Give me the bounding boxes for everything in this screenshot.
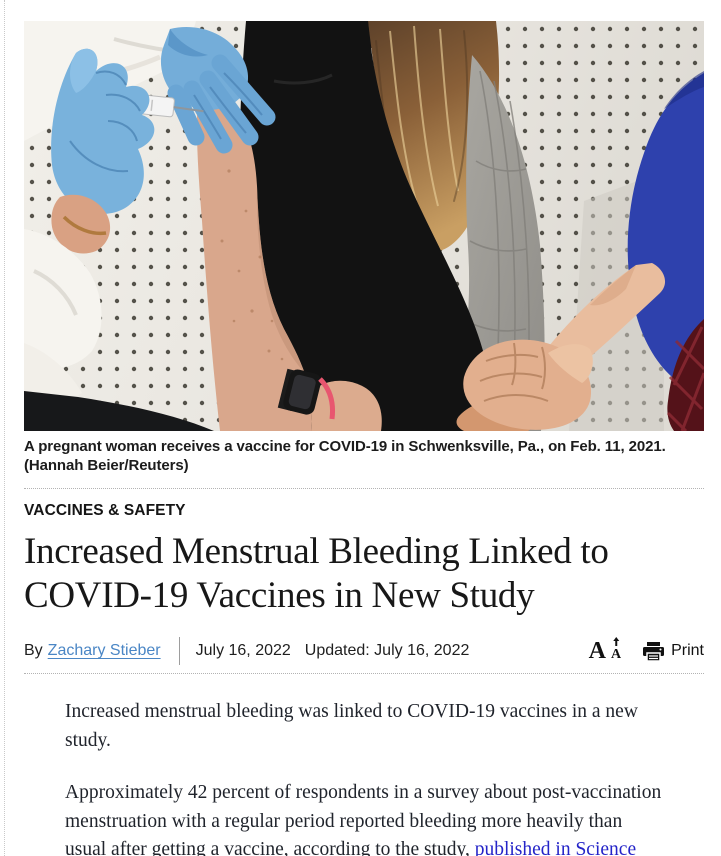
hero-photo-illustration — [24, 21, 704, 431]
body-paragraph: Increased menstrual bleeding was linked … — [65, 701, 638, 751]
text-size-large-icon: A — [588, 638, 606, 664]
category-link[interactable]: VACCINES & SAFETY — [24, 502, 186, 519]
publish-date: July 16, 2022 — [195, 642, 291, 659]
up-arrow-icon — [613, 637, 619, 646]
byline-separator — [178, 637, 180, 665]
print-button[interactable]: Print — [643, 641, 704, 661]
dotted-divider — [24, 673, 704, 674]
study-link[interactable]: published in Science Advances — [474, 839, 637, 856]
article-title: Increased Menstrual Bleeding Linked to C… — [24, 531, 609, 616]
photo-caption: A pregnant woman receives a vaccine for … — [24, 438, 666, 474]
text-size-small-icon: A — [611, 637, 621, 662]
text-size-button[interactable]: A A — [588, 637, 621, 664]
dotted-divider — [24, 488, 704, 489]
page-left-dotted-border — [4, 0, 5, 856]
updated-date: Updated: July 16, 2022 — [304, 642, 470, 659]
hero-photo — [24, 21, 704, 431]
author-link[interactable]: Zachary Stieber — [47, 642, 161, 659]
print-label: Print — [671, 642, 704, 659]
body-paragraph: Approximately 42 percent of respondents … — [65, 779, 666, 856]
byline-row: By Zachary Stieber July 16, 2022 Updated… — [24, 636, 704, 666]
article-body: Increased menstrual bleeding was linked … — [24, 674, 684, 856]
printer-icon — [643, 641, 665, 661]
byline-prefix: By — [24, 642, 43, 659]
article-content: A pregnant woman receives a vaccine for … — [24, 21, 704, 856]
body-text: Approximately 42 percent of respondents … — [65, 782, 662, 856]
